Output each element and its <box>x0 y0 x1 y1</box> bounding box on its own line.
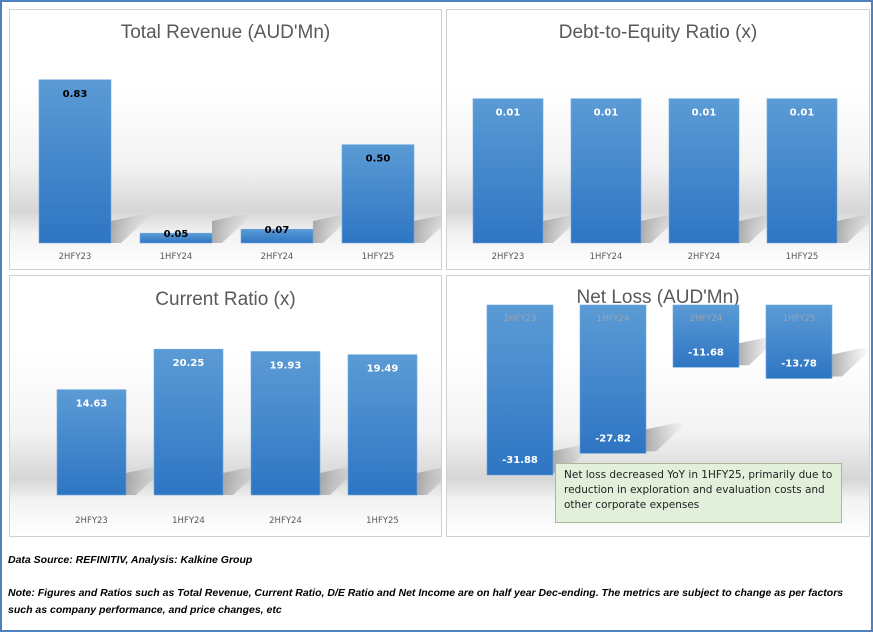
bar-shadow <box>111 215 151 243</box>
category-label: 2HFY24 <box>269 516 302 526</box>
bar-shadow <box>837 215 869 243</box>
category-label: 1HFY24 <box>172 516 205 526</box>
chart-title: Net Loss (AUD'Mn) <box>576 287 740 308</box>
bar <box>766 98 838 244</box>
total-revenue-chart: Total Revenue (AUD'Mn) 0.83 2HFY23 0.05 1HF… <box>9 9 442 270</box>
plot-area: 0.83 2HFY23 0.05 1HFY24 0.07 2HFY24 0.50 1HFY25 <box>38 79 441 262</box>
data-label: 14.63 <box>76 399 108 410</box>
current-ratio-chart: Current Ratio (x) 14.63 2HFY23 20.25 1HFY24… <box>9 275 442 537</box>
bar <box>153 348 224 496</box>
category-label: 1HFY25 <box>366 516 399 526</box>
data-label: 0.01 <box>496 108 521 119</box>
category-label: 2HFY23 <box>75 516 108 526</box>
bar <box>56 389 127 496</box>
data-label: -27.82 <box>595 433 631 444</box>
bar <box>250 351 321 496</box>
data-label: 0.50 <box>366 154 391 165</box>
category-label: 2HFY24 <box>261 252 294 262</box>
bar <box>668 98 740 244</box>
category-label: 1HFY25 <box>786 252 819 262</box>
net-loss-annotation: Net loss decreased YoY in 1HFY25, primar… <box>555 463 842 523</box>
category-label: 2HFY23 <box>504 314 537 324</box>
category-label: 1HFY24 <box>590 252 623 262</box>
bar <box>579 304 647 454</box>
bar <box>486 304 554 476</box>
plot-area: 14.63 2HFY23 20.25 1HFY24 19.93 2HFY24 19.49 1H… <box>56 348 441 526</box>
debt-to-equity-chart: Debt-to-Equity Ratio (x) 0.01 2HFY23 0.01 1… <box>446 9 870 270</box>
category-label: 1HFY24 <box>160 252 193 262</box>
data-label: -11.68 <box>688 347 724 358</box>
data-label: 0.83 <box>63 89 88 100</box>
bar <box>472 98 544 244</box>
footnote: Note: Figures and Ratios such as Total R… <box>8 587 844 616</box>
data-label: 0.01 <box>790 108 815 119</box>
bar-shadow <box>832 348 869 377</box>
data-label: 0.01 <box>692 108 717 119</box>
category-label: 2HFY24 <box>690 314 723 324</box>
category-label: 2HFY23 <box>59 252 92 262</box>
bar <box>139 232 213 244</box>
bar <box>672 304 740 368</box>
data-label: 19.49 <box>367 364 399 375</box>
category-label: 2HFY23 <box>492 252 525 262</box>
category-label: 1HFY24 <box>597 314 630 324</box>
data-label: 0.07 <box>265 225 290 236</box>
data-label: -31.88 <box>502 455 538 466</box>
bar <box>765 304 833 379</box>
bar <box>347 354 418 496</box>
category-label: 1HFY25 <box>783 314 816 324</box>
bar-shadow <box>414 215 441 243</box>
category-label: 1HFY25 <box>362 252 395 262</box>
data-label: -13.78 <box>781 358 817 369</box>
data-label: 19.93 <box>270 361 302 372</box>
category-label: 2HFY24 <box>688 252 721 262</box>
bar <box>570 98 642 244</box>
bar-shadow <box>646 423 686 452</box>
bar <box>341 144 415 244</box>
bar-shadow <box>212 215 252 243</box>
data-label: 20.25 <box>173 358 205 369</box>
bar <box>38 79 112 244</box>
data-label: 0.05 <box>164 229 189 240</box>
data-source: Data Source: REFINITIV, Analysis: Kalkin… <box>8 554 253 566</box>
chart-title: Debt-to-Equity Ratio (x) <box>558 22 758 43</box>
bar <box>240 228 314 244</box>
plot-area: 0.01 2HFY23 0.01 1HFY24 0.01 2HFY24 0.01 1HFY25 <box>472 98 869 262</box>
chart-title: Total Revenue (AUD'Mn) <box>120 22 331 43</box>
bar-shadow <box>417 467 441 495</box>
chart-title: Current Ratio (x) <box>155 289 296 310</box>
data-label: 0.01 <box>594 108 619 119</box>
